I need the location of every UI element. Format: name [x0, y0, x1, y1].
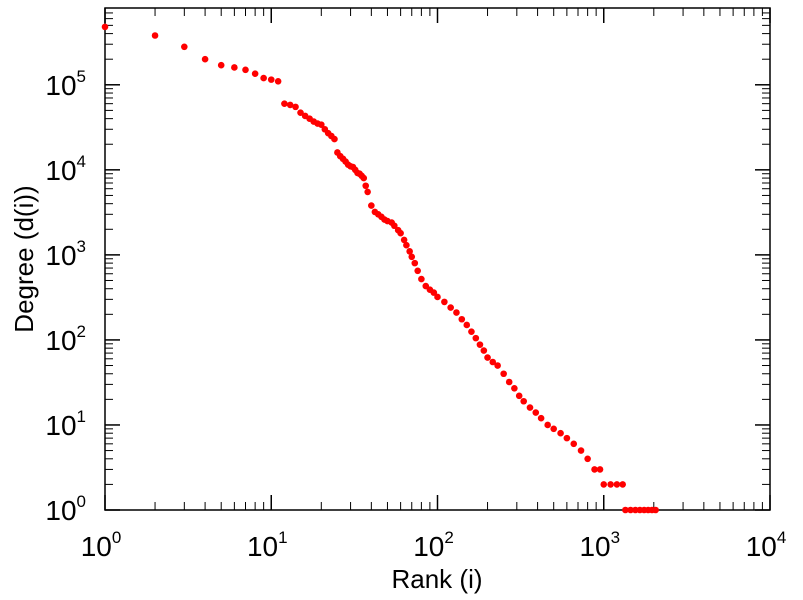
data-point [544, 421, 551, 429]
data-point [550, 425, 558, 433]
data-point [400, 236, 408, 244]
data-point [286, 101, 294, 109]
data-points [101, 23, 659, 514]
x-tick-label: 104 [746, 528, 787, 562]
data-point [181, 43, 188, 51]
data-point [297, 109, 304, 116]
data-point [397, 229, 404, 237]
data-point [476, 341, 484, 348]
data-point [242, 66, 249, 74]
data-point [267, 76, 275, 83]
data-point [434, 293, 441, 301]
data-point [453, 309, 460, 316]
data-point [292, 103, 299, 111]
data-point [231, 64, 238, 71]
data-point [619, 481, 626, 488]
data-point [201, 55, 209, 63]
data-point [260, 74, 267, 82]
minor-ticks [105, 7, 770, 510]
data-point [505, 378, 513, 386]
data-point [607, 481, 614, 488]
data-point [584, 455, 591, 463]
data-point [532, 409, 540, 416]
y-tick-label: 105 [45, 67, 86, 101]
major-ticks [104, 8, 771, 511]
x-axis-title: Rank (i) [391, 564, 482, 594]
data-point [591, 466, 598, 473]
data-point [391, 222, 398, 230]
data-point [627, 506, 634, 514]
data-point [251, 70, 259, 78]
y-tick-label: 100 [45, 492, 86, 526]
y-tick-label: 101 [45, 407, 86, 441]
data-point [557, 429, 564, 437]
data-point [613, 481, 621, 488]
data-point [632, 506, 639, 514]
data-point [441, 298, 448, 306]
data-point [364, 188, 371, 196]
x-tick-labels: 100 101 102 103 104 [81, 528, 787, 562]
x-tick-label: 100 [81, 528, 122, 562]
data-point [101, 23, 109, 31]
data-point [480, 347, 488, 354]
data-point [418, 275, 425, 283]
data-point [484, 354, 491, 361]
y-tick-label: 103 [45, 237, 86, 271]
data-point [537, 414, 545, 422]
data-point [622, 506, 629, 514]
data-point [217, 61, 225, 69]
data-point [500, 370, 507, 378]
data-point [411, 259, 419, 267]
data-point [520, 397, 528, 405]
data-point [563, 434, 571, 442]
data-point [403, 241, 410, 249]
data-point [368, 202, 375, 209]
data-point [570, 440, 578, 448]
y-tick-label: 102 [45, 322, 86, 356]
data-point [472, 334, 480, 342]
y-tick-label: 104 [45, 152, 86, 186]
plot-frame [104, 7, 771, 511]
x-tick-label: 102 [413, 528, 454, 562]
y-axis-title: Degree (d(i)) [9, 185, 39, 332]
x-tick-label: 103 [579, 528, 620, 562]
data-point [317, 121, 325, 128]
data-point [511, 384, 518, 392]
data-point [406, 248, 413, 255]
data-point [596, 466, 604, 473]
data-point [600, 481, 608, 488]
data-point [414, 267, 421, 275]
data-point [274, 77, 282, 85]
data-point [515, 392, 523, 400]
data-point [331, 135, 338, 143]
data-point [458, 315, 466, 323]
data-point [360, 174, 368, 182]
x-tick-label: 101 [247, 528, 288, 562]
data-point [652, 506, 659, 514]
data-point [430, 289, 438, 296]
data-point [362, 182, 370, 190]
data-point [468, 328, 475, 335]
data-point [494, 362, 501, 369]
data-point [281, 100, 288, 107]
y-tick-labels: 100 101 102 103 104 105 [45, 67, 86, 526]
data-point [447, 304, 454, 311]
data-point [463, 321, 471, 329]
data-point [489, 358, 497, 366]
data-point [577, 447, 585, 454]
data-point [151, 32, 159, 39]
data-point [408, 253, 416, 261]
data-point [526, 404, 534, 411]
